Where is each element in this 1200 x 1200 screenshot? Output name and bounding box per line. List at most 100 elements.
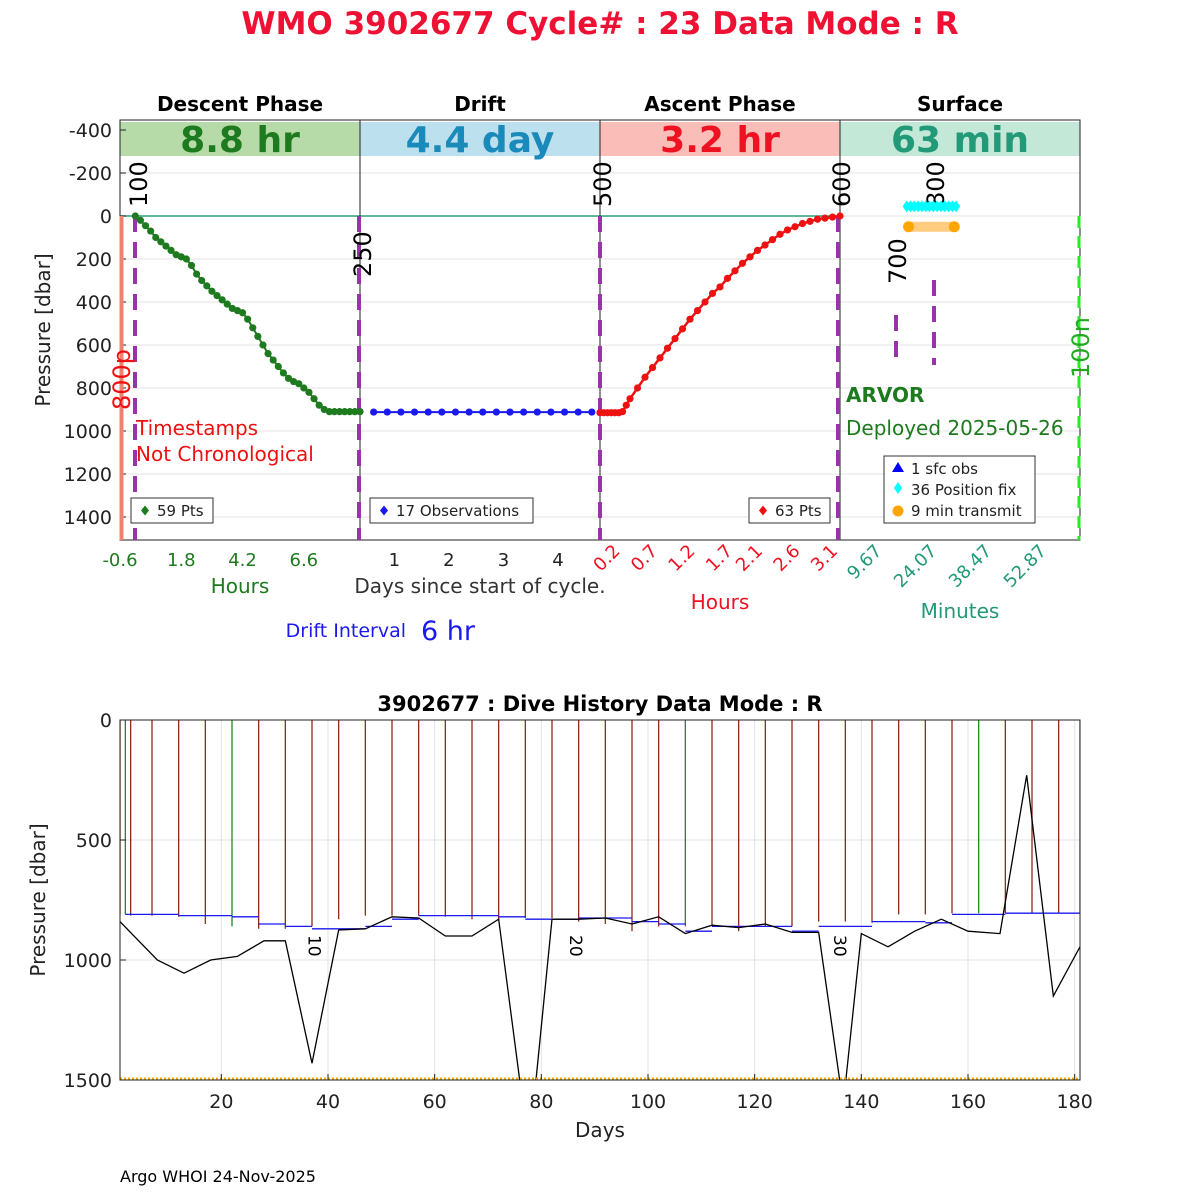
ascent-point — [648, 363, 657, 372]
phase-duration-band — [600, 122, 840, 156]
ascent-xtick-label: 1.7 — [702, 541, 737, 576]
ascent-xtick-label: 2.6 — [769, 541, 804, 576]
ascent-point — [791, 223, 799, 231]
top-ytick-label: 1200 — [64, 464, 112, 486]
drift-xtick-label: 4 — [552, 550, 563, 571]
top-ytick-label: 0 — [100, 206, 112, 228]
top-ytick-label: -400 — [69, 120, 112, 142]
ascent-point — [701, 298, 709, 306]
transmit-legend-marker — [892, 505, 904, 517]
drift-point — [397, 408, 405, 416]
surface-legend-label: 36 Position fix — [911, 481, 1016, 499]
descent-point — [223, 300, 231, 308]
descent-point — [346, 408, 354, 416]
top-ytick-label: 1000 — [64, 421, 112, 443]
drift-point — [383, 408, 391, 416]
marker-label-800: 800 — [922, 161, 950, 207]
max-depth-line — [120, 775, 1080, 1080]
phase-header: Descent Phase — [157, 92, 323, 116]
ascent-point — [783, 226, 792, 234]
position-fix-point — [952, 200, 961, 213]
bottom-axes-frame — [119, 719, 1081, 1081]
bottom-xtick-label: 160 — [950, 1091, 986, 1113]
descent-xtick-label: 1.8 — [167, 550, 196, 571]
marker-label-800p: 800p — [108, 349, 136, 410]
drift-point — [533, 408, 541, 416]
phase-duration-band — [840, 122, 1080, 156]
drift-legend-marker — [380, 505, 388, 516]
bottom-xtick-label: 80 — [529, 1091, 553, 1113]
descent-point — [284, 374, 293, 382]
descent-point — [325, 408, 333, 416]
drift-point — [438, 408, 446, 416]
phase-duration-text: 3.2 hr — [660, 120, 780, 161]
ascent-point — [693, 307, 702, 315]
descent-point — [305, 388, 313, 396]
drift-point — [574, 408, 582, 416]
ascent-point — [686, 315, 694, 323]
top-panel: 8.8 hr Descent Phase 4.4 day Drift 3.2 hr Asc… — [31, 92, 1095, 647]
ascent-point — [828, 213, 837, 221]
cycle-number-label: 30 — [829, 935, 849, 957]
phase-header: Ascent Phase — [644, 92, 795, 116]
descent-point — [187, 261, 196, 270]
descent-point — [315, 401, 323, 409]
ascent-point — [798, 219, 807, 228]
ascent-point — [813, 215, 822, 223]
transmit-point — [903, 221, 915, 233]
ascent-point — [622, 401, 630, 409]
drift-point — [492, 408, 500, 416]
ascent-point — [776, 230, 784, 238]
descent-point — [300, 384, 308, 392]
surface-legend-box — [883, 455, 1036, 524]
dive-history-title: 3902677 : Dive History Data Mode : R — [377, 692, 822, 716]
ascent-xtick-label: 0.7 — [627, 541, 662, 576]
bottom-xtick-label: 100 — [630, 1091, 666, 1113]
descent-point — [238, 309, 247, 317]
surface-xtick-label: 52.87 — [1000, 541, 1051, 592]
ascent-point — [671, 334, 679, 343]
ascent-xtick-label: 2.1 — [732, 541, 767, 576]
bottom-xlabel: Days — [575, 1118, 625, 1142]
ascent-point — [626, 395, 634, 403]
dive-history-panel: 3902677 : Dive History Data Mode : R 10 20… — [26, 692, 1093, 1142]
phase-duration-text: 63 min — [891, 120, 1029, 161]
descent-xtick-label: 4.2 — [228, 550, 257, 571]
bottom-xtick-label: 180 — [1057, 1091, 1093, 1113]
bottom-ytick-label: 0 — [100, 710, 112, 732]
marker-label-700: 700 — [884, 238, 912, 284]
descent-point — [203, 282, 211, 290]
timestamp-warning-line2: Not Chronological — [136, 442, 314, 466]
phase-duration-text: 4.4 day — [406, 120, 555, 161]
descent-point — [244, 315, 252, 323]
drift-xlabel: Days since start of cycle. — [354, 574, 605, 598]
ascent-point — [768, 236, 777, 244]
descent-point — [249, 324, 257, 332]
marker-label-100n: 100n — [1067, 317, 1095, 378]
descent-xlabel: Hours — [211, 574, 270, 598]
phase-duration-band — [360, 122, 600, 156]
bottom-ytick-label: 1500 — [64, 1070, 112, 1092]
ascent-point — [716, 283, 724, 291]
ascent-point — [731, 267, 739, 275]
cycle-number-label: 20 — [565, 935, 585, 957]
marker-label-100: 100 — [125, 161, 153, 207]
descent-point — [269, 356, 277, 364]
ascent-point — [821, 214, 829, 222]
surface-xtick-label: 38.47 — [945, 541, 996, 592]
descent-legend-label: 59 Pts — [157, 502, 204, 520]
drift-point — [410, 408, 419, 416]
marker-label-500: 500 — [589, 161, 617, 207]
ascent-point — [708, 289, 717, 297]
ascent-legend-marker — [759, 505, 767, 516]
phase-duration-text: 8.8 hr — [180, 120, 300, 161]
ascent-point — [836, 212, 844, 220]
footer-credit: Argo WHOI 24-Nov-2025 — [120, 1167, 316, 1186]
dive-history-data — [120, 720, 1080, 1080]
marker-label-600: 600 — [828, 161, 856, 207]
drift-legend-box — [369, 497, 534, 524]
descent-point — [218, 296, 226, 304]
top-ytick-label: 200 — [76, 249, 112, 271]
transmit-point — [948, 221, 960, 233]
ascent-xlabel: Hours — [691, 590, 750, 614]
